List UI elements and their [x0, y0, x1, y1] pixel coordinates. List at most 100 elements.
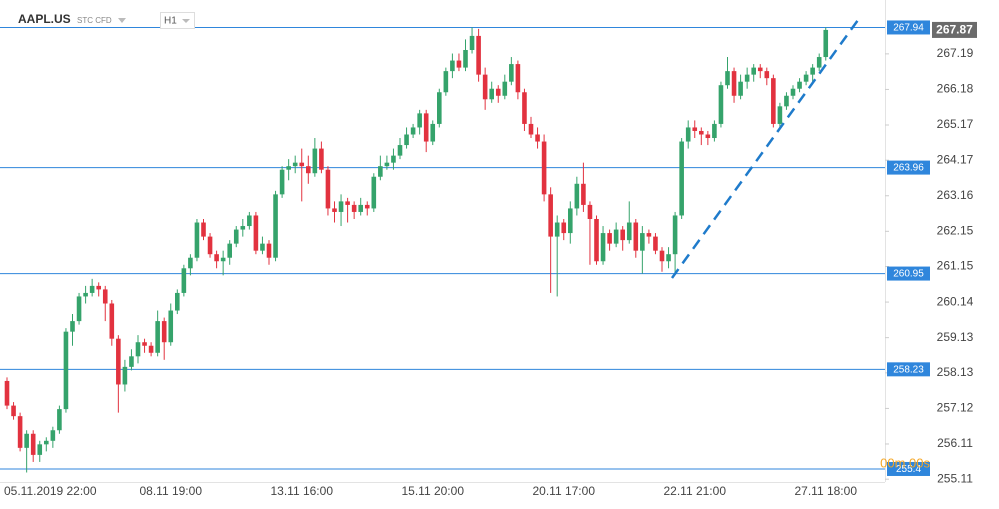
candle-body: [148, 345, 154, 353]
y-tick-label: 258.13: [937, 365, 974, 379]
candle-body: [142, 342, 147, 346]
interval-selector[interactable]: [160, 12, 195, 29]
candle-body: [404, 134, 409, 146]
candle-body: [672, 215, 678, 255]
candle-body: [777, 106, 783, 124]
candle-body: [345, 201, 350, 205]
candle-body: [666, 254, 671, 262]
candle-body: [207, 236, 213, 255]
candle-body: [587, 204, 593, 219]
x-tick-label: 15.11 20:00: [401, 484, 464, 498]
candle-body: [568, 208, 573, 234]
candle-body: [469, 35, 475, 50]
candle-body: [489, 88, 494, 100]
candle-body: [535, 134, 540, 142]
candle-body: [384, 162, 390, 167]
interval-dropdown[interactable]: [182, 19, 190, 23]
y-tick-label: 260.14: [937, 294, 974, 308]
candle-body: [50, 430, 56, 441]
candle-body: [168, 310, 174, 343]
level-label-box: [887, 160, 930, 175]
candle-body: [391, 155, 396, 163]
level-label: 267.94: [893, 23, 924, 34]
level-label-box: [887, 20, 930, 35]
candle-body: [502, 81, 508, 96]
candle-body: [450, 60, 455, 72]
candle-body: [797, 81, 802, 89]
candle-body: [63, 331, 69, 410]
axes: 255.11 256.11 257.12 258.13 259.13 260.14 261.…: [4, 20, 977, 498]
candle-body: [4, 380, 10, 406]
candle-body: [823, 29, 829, 58]
candle-body: [70, 321, 75, 332]
y-tick-label: 267.19: [937, 46, 974, 60]
candle-body: [738, 81, 743, 96]
level-label: 255.4: [896, 464, 921, 475]
candles: [4, 27, 829, 473]
candle-body: [273, 194, 278, 258]
candle-body: [495, 88, 501, 96]
candle-body: [456, 60, 462, 68]
symbol-dropdown[interactable]: [118, 18, 126, 23]
candle-body: [358, 204, 363, 212]
candle-body: [247, 215, 252, 227]
candle-body: [194, 222, 200, 258]
candle-body: [122, 366, 128, 385]
candle-body: [633, 222, 639, 251]
candle-body: [332, 208, 337, 212]
candle-body: [299, 162, 305, 167]
candle-body: [410, 127, 416, 135]
instrument: STC CFD: [77, 16, 112, 25]
candle-body: [423, 113, 429, 142]
y-tick-label: 255.11: [937, 471, 973, 485]
candle-body: [364, 204, 370, 209]
candle-body: [214, 254, 219, 262]
candle-body: [482, 74, 488, 100]
candle-body: [260, 243, 265, 251]
candle-body: [581, 183, 586, 205]
candle-body: [653, 236, 658, 251]
x-tick-label: 05.11.2019 22:00: [4, 484, 97, 498]
level-label-box: [887, 266, 930, 281]
candle-body: [155, 321, 160, 353]
x-tick-label: 13.11 16:00: [270, 484, 333, 498]
candle-body: [17, 416, 23, 448]
x-tick-label: 22.11 21:00: [663, 484, 726, 498]
candle-body: [757, 67, 763, 72]
candle-body: [528, 123, 534, 135]
candle-body: [57, 409, 62, 431]
candle-body: [620, 229, 625, 241]
candle-body: [37, 444, 43, 455]
level-label: 263.96: [893, 163, 924, 174]
candle-body: [790, 88, 796, 96]
candle-body: [731, 71, 737, 96]
current-price-box: [932, 21, 977, 38]
y-tick-label: 264.17: [937, 152, 974, 166]
candle-body: [109, 303, 115, 339]
candle-body: [201, 222, 206, 237]
candle-body: [679, 141, 684, 216]
candle-body: [548, 194, 553, 237]
candle-body: [561, 222, 567, 234]
candle-body: [83, 292, 88, 297]
candle-timer: 00m 00s: [880, 455, 930, 470]
level-label: 260.95: [893, 269, 924, 280]
candle-body: [306, 166, 311, 174]
candle-body: [476, 35, 481, 75]
candle-body: [554, 222, 560, 237]
candle-body: [522, 92, 527, 124]
candle-body: [744, 74, 750, 82]
candle-body: [220, 257, 226, 262]
candle-body: [607, 233, 612, 244]
candle-body: [227, 243, 232, 258]
candle-body: [378, 166, 383, 177]
candle-body: [646, 233, 652, 237]
candle-body: [286, 166, 291, 170]
interval: H1: [164, 16, 177, 27]
candle-body: [312, 148, 318, 174]
candle-body: [181, 268, 187, 293]
y-tick-label: 262.15: [937, 223, 974, 237]
x-tick-label: 27.11 18:00: [794, 484, 857, 498]
